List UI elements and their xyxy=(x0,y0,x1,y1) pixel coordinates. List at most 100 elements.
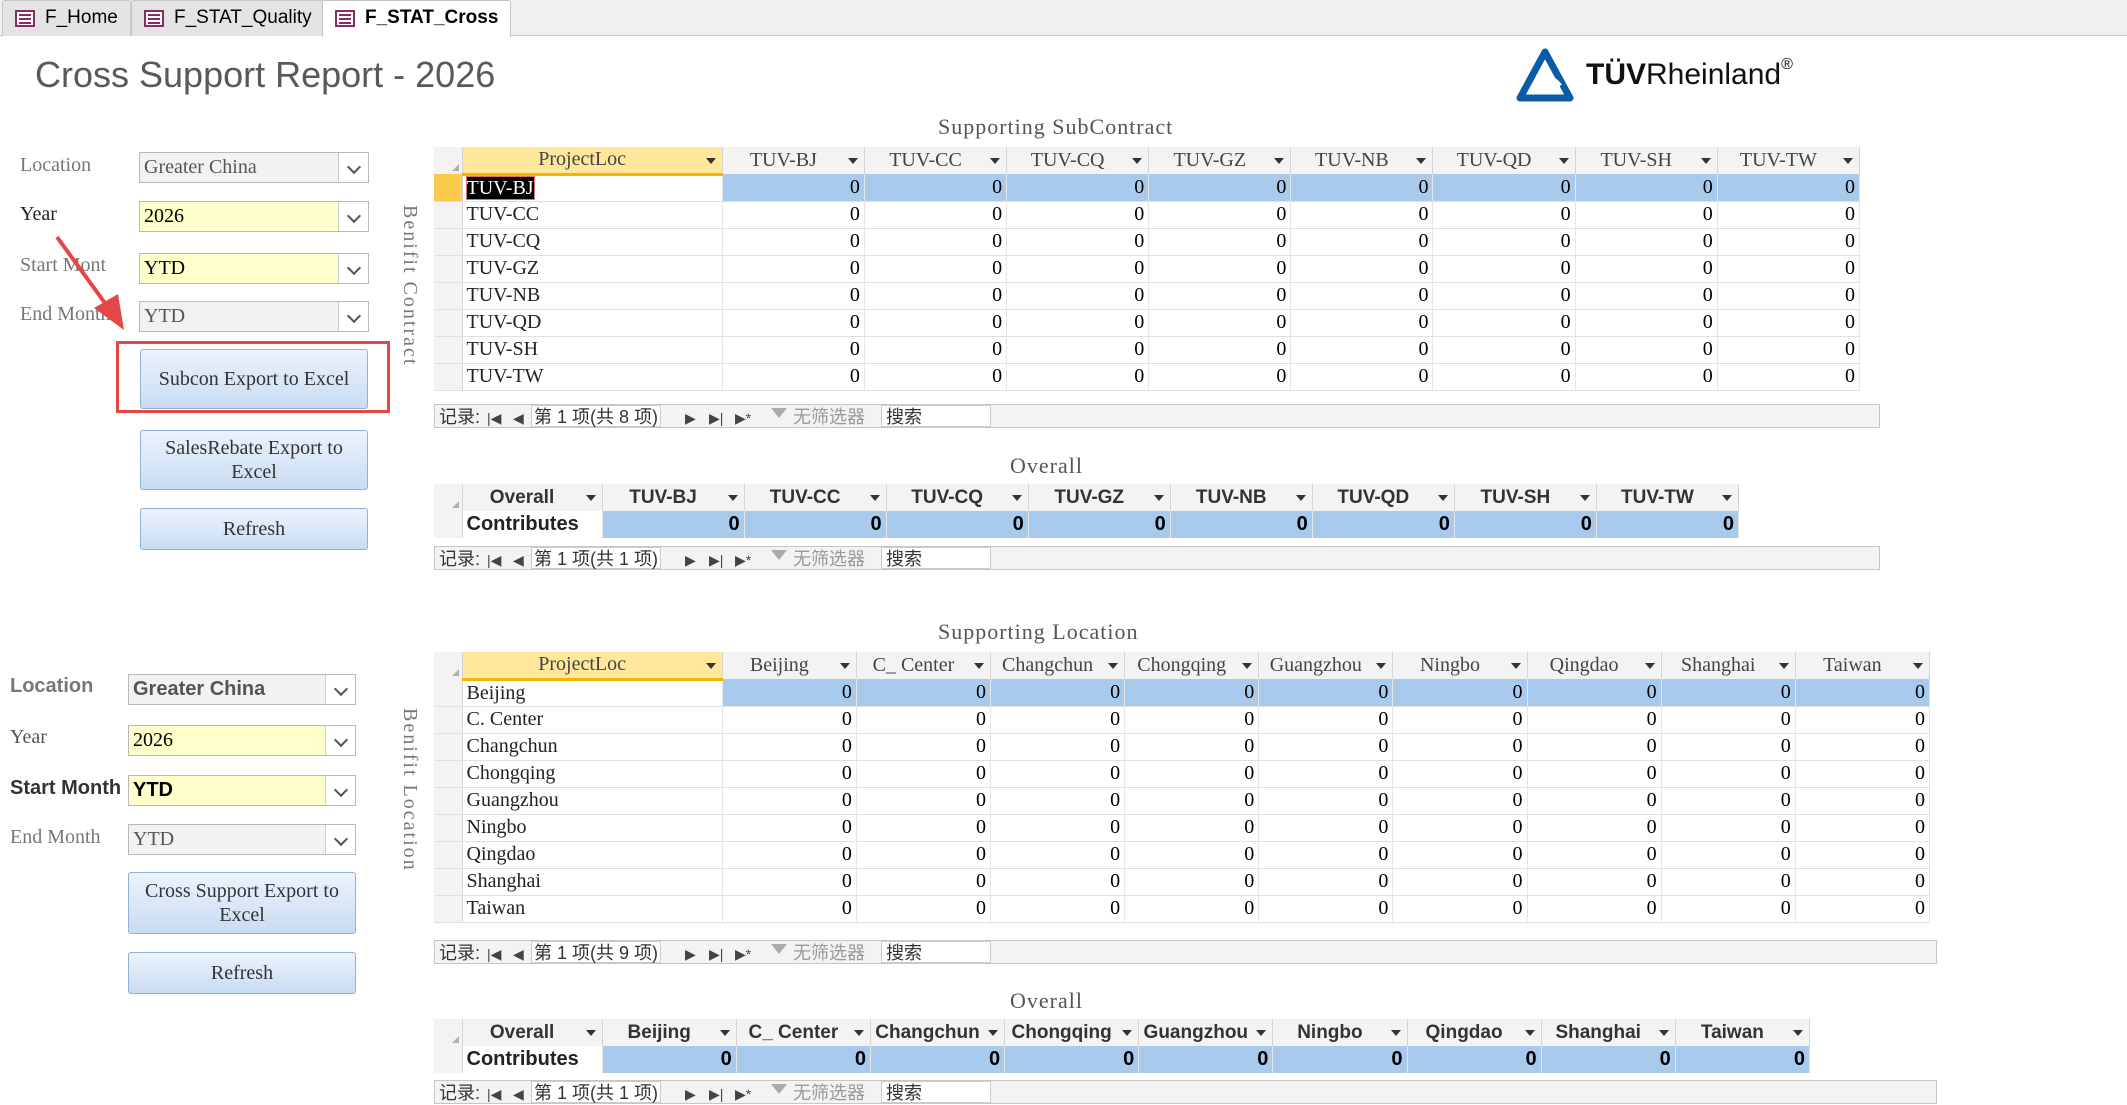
column-header[interactable]: TUV-CC xyxy=(864,147,1008,174)
value-cell[interactable]: 0 xyxy=(1392,706,1528,734)
new-record-icon[interactable]: ▶* xyxy=(735,552,752,568)
value-cell[interactable]: 0 xyxy=(1795,760,1931,788)
value-cell[interactable]: 0 xyxy=(856,787,992,815)
dropdown-arrow-icon[interactable] xyxy=(1644,663,1655,669)
column-header[interactable]: TUV-TW xyxy=(1596,484,1740,511)
value-cell[interactable]: 0 xyxy=(1527,814,1662,842)
row-location-cell[interactable]: TUV-QD xyxy=(462,309,723,337)
value-cell[interactable]: 0 xyxy=(1795,868,1931,896)
value-cell[interactable]: 0 xyxy=(1148,309,1292,337)
dropdown-arrow-icon[interactable] xyxy=(1122,1030,1133,1036)
table-row[interactable]: TUV-CQ 0 0 0 0 0 0 0 0 xyxy=(434,228,1861,256)
value-cell[interactable]: 0 xyxy=(1661,868,1796,896)
value-cell[interactable]: 0 xyxy=(1290,201,1434,229)
dropdown-arrow-icon[interactable] xyxy=(719,1030,730,1036)
value-cell[interactable]: 0 xyxy=(1290,282,1434,310)
value-cell[interactable]: 0 xyxy=(864,282,1008,310)
value-cell[interactable]: 0 xyxy=(1124,706,1260,734)
refresh-button-top[interactable]: Refresh xyxy=(140,508,368,550)
record-selector[interactable] xyxy=(434,336,463,364)
dropdown-arrow-icon[interactable] xyxy=(1558,158,1569,164)
value-cell[interactable]: 0 xyxy=(856,679,992,707)
dropdown-arrow-icon[interactable] xyxy=(585,1030,596,1036)
column-header[interactable]: ProjectLoc xyxy=(462,147,723,176)
table-row[interactable]: Guangzhou 0 0 0 0 0 0 0 0 0 xyxy=(434,787,1931,815)
row-location-cell[interactable]: Changchun xyxy=(462,733,723,761)
dropdown-arrow-icon[interactable] xyxy=(1778,663,1789,669)
value-cell[interactable]: 0 xyxy=(1124,760,1260,788)
dropdown-arrow-icon[interactable] xyxy=(1242,663,1253,669)
value-cell[interactable]: 0 xyxy=(1272,1046,1408,1073)
value-cell[interactable]: 0 xyxy=(1006,336,1150,364)
last-record-icon[interactable]: ▶| xyxy=(709,410,724,426)
value-cell[interactable]: 0 xyxy=(602,511,745,538)
value-cell[interactable]: 0 xyxy=(1661,706,1796,734)
column-header[interactable]: TUV-NB xyxy=(1290,147,1434,174)
dropdown-arrow-icon[interactable] xyxy=(705,663,716,669)
value-cell[interactable]: 0 xyxy=(722,787,857,815)
value-cell[interactable]: 0 xyxy=(1717,201,1861,229)
dropdown-arrow-icon[interactable] xyxy=(853,1030,864,1036)
value-cell[interactable]: 0 xyxy=(1454,511,1597,538)
first-record-icon[interactable]: |◀ xyxy=(487,946,502,962)
prev-record-icon[interactable]: ◀ xyxy=(513,552,524,568)
value-cell[interactable]: 0 xyxy=(1392,679,1528,707)
column-header[interactable]: ProjectLoc xyxy=(462,652,723,681)
table-row[interactable]: TUV-BJ 0 0 0 0 0 0 0 0 xyxy=(434,174,1861,202)
value-cell[interactable]: 0 xyxy=(1575,363,1718,391)
value-cell[interactable]: 0 xyxy=(1148,201,1292,229)
value-cell[interactable]: 0 xyxy=(864,174,1008,202)
end-month-combo[interactable]: YTD xyxy=(139,301,369,332)
dropdown-arrow-icon[interactable] xyxy=(1524,1030,1535,1036)
location-combo-bottom[interactable]: Greater China xyxy=(128,674,356,705)
value-cell[interactable]: 0 xyxy=(722,733,857,761)
value-cell[interactable]: 0 xyxy=(1290,255,1434,283)
value-cell[interactable]: 0 xyxy=(1392,868,1528,896)
column-header[interactable]: TUV-SH xyxy=(1454,484,1597,511)
value-cell[interactable]: 0 xyxy=(1661,814,1796,842)
search-input[interactable]: 搜索 xyxy=(881,941,991,963)
value-cell[interactable]: 0 xyxy=(1290,336,1434,364)
value-cell[interactable]: 0 xyxy=(1258,841,1394,869)
value-cell[interactable]: 0 xyxy=(1795,841,1931,869)
value-cell[interactable]: 0 xyxy=(722,841,857,869)
value-cell[interactable]: 0 xyxy=(1432,309,1576,337)
column-header[interactable]: TUV-NB xyxy=(1170,484,1313,511)
value-cell[interactable]: 0 xyxy=(1290,309,1434,337)
value-cell[interactable]: 0 xyxy=(1432,228,1576,256)
column-header[interactable]: TUV-BJ xyxy=(602,484,745,511)
value-cell[interactable]: 0 xyxy=(1661,895,1796,923)
prev-record-icon[interactable]: ◀ xyxy=(513,410,524,426)
first-record-icon[interactable]: |◀ xyxy=(487,410,502,426)
row-location-cell[interactable]: Ningbo xyxy=(462,814,723,842)
dropdown-arrow-icon[interactable] xyxy=(1437,495,1448,501)
value-cell[interactable]: 0 xyxy=(1575,201,1718,229)
value-cell[interactable]: 0 xyxy=(886,511,1029,538)
record-selector[interactable] xyxy=(434,760,463,788)
year-combo[interactable]: 2026 xyxy=(139,201,369,232)
value-cell[interactable]: 0 xyxy=(1527,868,1662,896)
tab-f-home[interactable]: F_Home xyxy=(2,0,131,36)
value-cell[interactable]: 0 xyxy=(1124,814,1260,842)
value-cell[interactable]: 0 xyxy=(1432,363,1576,391)
value-cell[interactable]: 0 xyxy=(1258,760,1394,788)
column-header[interactable]: TUV-CQ xyxy=(1006,147,1150,174)
row-location-cell[interactable]: Guangzhou xyxy=(462,787,723,815)
start-month-combo[interactable]: YTD xyxy=(139,253,369,284)
value-cell[interactable]: 0 xyxy=(864,201,1008,229)
value-cell[interactable]: 0 xyxy=(990,679,1126,707)
record-selector[interactable] xyxy=(434,706,463,734)
value-cell[interactable]: 0 xyxy=(722,868,857,896)
subcon-export-button[interactable]: Subcon Export to Excel xyxy=(140,349,368,409)
no-filter-label[interactable]: 无筛选器 xyxy=(793,943,865,963)
value-cell[interactable]: 0 xyxy=(1028,511,1171,538)
new-record-icon[interactable]: ▶* xyxy=(735,410,752,426)
value-cell[interactable]: 0 xyxy=(1795,787,1931,815)
value-cell[interactable]: 0 xyxy=(1661,760,1796,788)
table-row[interactable]: TUV-TW 0 0 0 0 0 0 0 0 xyxy=(434,363,1861,391)
current-record-field[interactable]: 第 1 项(共 9 项) xyxy=(531,941,662,963)
value-cell[interactable]: 0 xyxy=(1124,679,1260,707)
table-row[interactable]: TUV-CC 0 0 0 0 0 0 0 0 xyxy=(434,201,1861,229)
value-cell[interactable]: 0 xyxy=(864,228,1008,256)
dropdown-arrow-icon[interactable] xyxy=(839,663,850,669)
